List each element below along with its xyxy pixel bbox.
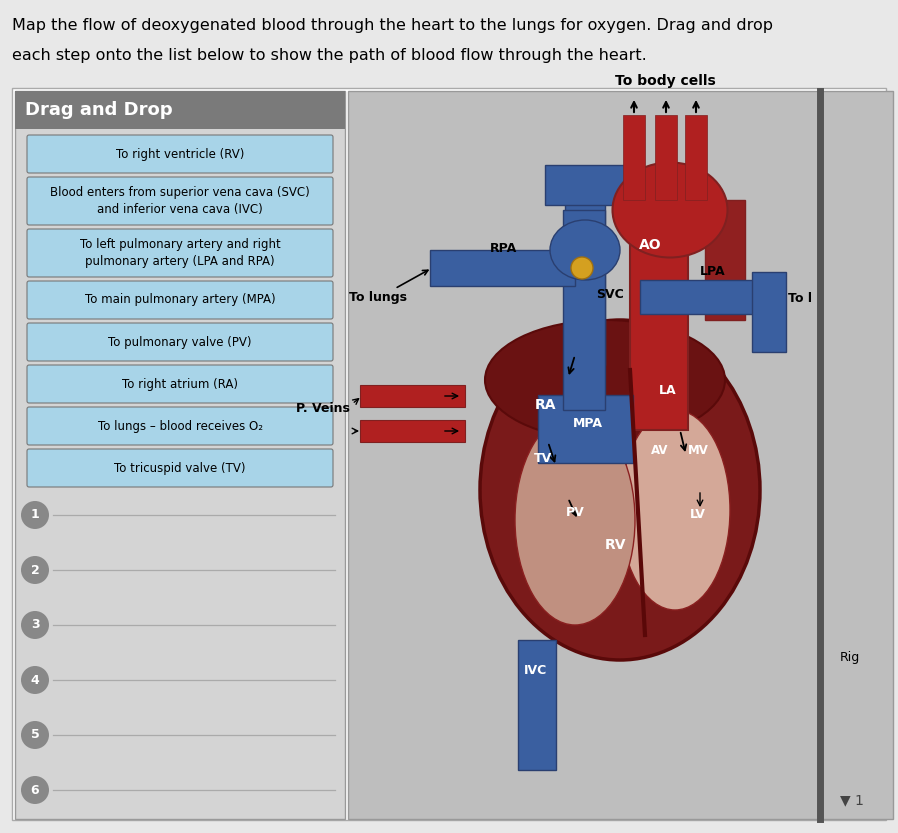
Text: AO: AO	[638, 238, 661, 252]
Text: SVC: SVC	[596, 288, 624, 302]
Text: 4: 4	[31, 674, 40, 686]
Circle shape	[21, 776, 49, 804]
Text: LA: LA	[659, 383, 677, 397]
Text: RA: RA	[534, 398, 556, 412]
Text: 2: 2	[31, 563, 40, 576]
Text: P. Veins: P. Veins	[296, 402, 350, 415]
Ellipse shape	[485, 320, 725, 440]
Text: LV: LV	[690, 508, 706, 521]
FancyBboxPatch shape	[27, 229, 333, 277]
Text: 6: 6	[31, 784, 40, 796]
Text: RPA: RPA	[490, 242, 517, 255]
FancyBboxPatch shape	[538, 395, 633, 463]
Circle shape	[21, 666, 49, 694]
FancyBboxPatch shape	[640, 280, 770, 314]
FancyBboxPatch shape	[15, 91, 345, 129]
Text: 3: 3	[31, 618, 40, 631]
FancyBboxPatch shape	[623, 115, 645, 200]
Circle shape	[21, 611, 49, 639]
Text: MPA: MPA	[573, 416, 603, 430]
FancyBboxPatch shape	[27, 407, 333, 445]
Text: each step onto the list below to show the path of blood flow through the heart.: each step onto the list below to show th…	[12, 48, 647, 63]
Text: TV: TV	[534, 451, 552, 465]
Ellipse shape	[515, 415, 635, 625]
Text: AV: AV	[651, 443, 669, 456]
FancyBboxPatch shape	[360, 385, 465, 407]
Text: Map the flow of deoxygenated blood through the heart to the lungs for oxygen. Dr: Map the flow of deoxygenated blood throu…	[12, 18, 773, 33]
Ellipse shape	[550, 220, 620, 280]
Text: To left pulmonary artery and right
pulmonary artery (LPA and RPA): To left pulmonary artery and right pulmo…	[80, 238, 280, 267]
Text: PV: PV	[566, 506, 585, 518]
Ellipse shape	[571, 257, 593, 279]
FancyBboxPatch shape	[430, 250, 575, 286]
Text: To lungs: To lungs	[349, 270, 428, 305]
Circle shape	[21, 721, 49, 749]
Text: Drag and Drop: Drag and Drop	[25, 101, 172, 119]
FancyBboxPatch shape	[27, 281, 333, 319]
Text: Blood enters from superior vena cava (SVC)
and inferior vena cava (IVC): Blood enters from superior vena cava (SV…	[50, 187, 310, 216]
Text: RV: RV	[604, 538, 626, 552]
FancyBboxPatch shape	[360, 420, 465, 442]
Text: To right atrium (RA): To right atrium (RA)	[122, 377, 238, 391]
Circle shape	[21, 501, 49, 529]
Text: To body cells: To body cells	[614, 74, 716, 88]
Text: IVC: IVC	[524, 664, 547, 676]
FancyBboxPatch shape	[752, 272, 786, 352]
FancyBboxPatch shape	[15, 91, 345, 819]
Text: 1: 1	[31, 508, 40, 521]
Ellipse shape	[612, 162, 727, 257]
FancyBboxPatch shape	[518, 640, 556, 770]
FancyBboxPatch shape	[685, 115, 707, 200]
Circle shape	[21, 556, 49, 584]
FancyBboxPatch shape	[563, 210, 605, 410]
FancyBboxPatch shape	[27, 449, 333, 487]
FancyBboxPatch shape	[27, 365, 333, 403]
Text: To pulmonary valve (PV): To pulmonary valve (PV)	[109, 336, 251, 348]
Ellipse shape	[620, 410, 730, 610]
FancyBboxPatch shape	[348, 91, 893, 819]
FancyBboxPatch shape	[27, 323, 333, 361]
FancyBboxPatch shape	[27, 177, 333, 225]
Text: To right ventricle (RV): To right ventricle (RV)	[116, 147, 244, 161]
Text: To main pulmonary artery (MPA): To main pulmonary artery (MPA)	[84, 293, 276, 307]
FancyBboxPatch shape	[27, 135, 333, 173]
FancyBboxPatch shape	[545, 165, 625, 205]
Text: To tricuspid valve (TV): To tricuspid valve (TV)	[114, 461, 246, 475]
Text: LPA: LPA	[700, 265, 726, 278]
Text: 5: 5	[31, 729, 40, 741]
Text: ▼ 1: ▼ 1	[840, 793, 864, 807]
Text: Rig: Rig	[840, 651, 860, 665]
FancyBboxPatch shape	[565, 175, 605, 365]
Ellipse shape	[480, 320, 760, 660]
FancyBboxPatch shape	[12, 88, 886, 820]
FancyBboxPatch shape	[705, 200, 745, 320]
Text: MV: MV	[688, 443, 709, 456]
FancyBboxPatch shape	[655, 115, 677, 200]
Text: To l: To l	[788, 292, 812, 305]
FancyBboxPatch shape	[630, 195, 688, 430]
Text: To lungs – blood receives O₂: To lungs – blood receives O₂	[98, 420, 262, 432]
